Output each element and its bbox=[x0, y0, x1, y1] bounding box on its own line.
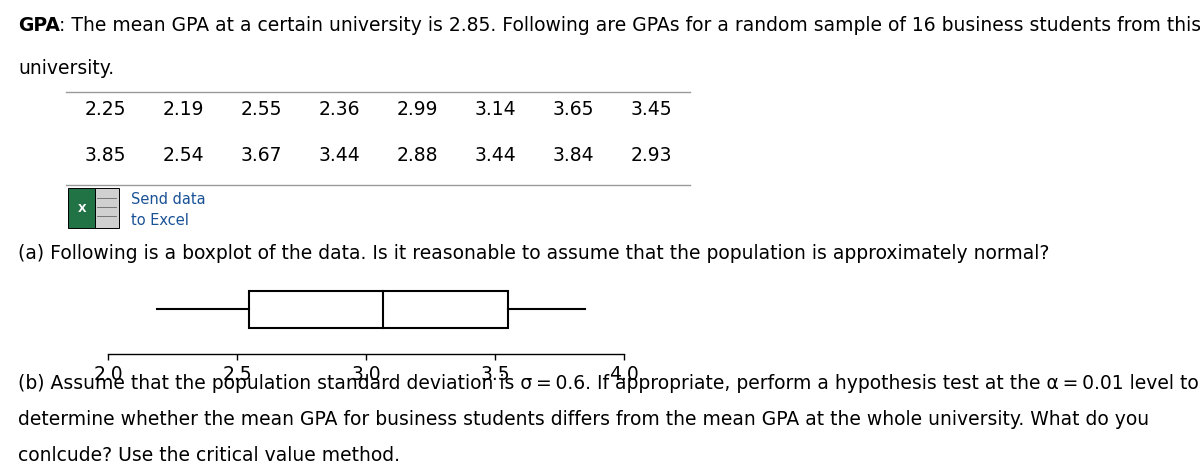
Bar bbox=[68, 189, 95, 228]
Text: university.: university. bbox=[18, 59, 114, 78]
Text: : The mean GPA at a certain university is 2.85. Following are GPAs for a random : : The mean GPA at a certain university i… bbox=[59, 16, 1200, 35]
Text: 3.67: 3.67 bbox=[240, 146, 282, 165]
Text: Send data: Send data bbox=[131, 191, 205, 206]
Text: to Excel: to Excel bbox=[131, 212, 188, 227]
Text: X: X bbox=[77, 204, 86, 213]
Text: 2.93: 2.93 bbox=[630, 146, 672, 165]
Text: 3.45: 3.45 bbox=[630, 100, 672, 119]
Text: 3.44: 3.44 bbox=[318, 146, 360, 165]
Text: conlcude? Use the critical value method.: conlcude? Use the critical value method. bbox=[18, 445, 400, 463]
Text: 2.19: 2.19 bbox=[162, 100, 204, 119]
Text: (b) Assume that the population standard deviation is σ = 0.6. If appropriate, pe: (b) Assume that the population standard … bbox=[18, 373, 1199, 392]
Text: 3.84: 3.84 bbox=[552, 146, 594, 165]
Text: 2.55: 2.55 bbox=[240, 100, 282, 119]
Text: determine whether the mean GPA for business students differs from the mean GPA a: determine whether the mean GPA for busin… bbox=[18, 409, 1150, 428]
Text: 3.65: 3.65 bbox=[552, 100, 594, 119]
Bar bbox=[95, 189, 119, 228]
Text: (a) Following is a boxplot of the data. Is it reasonable to assume that the popu: (a) Following is a boxplot of the data. … bbox=[18, 243, 1049, 262]
Text: 3.44: 3.44 bbox=[474, 146, 516, 165]
Text: 2.36: 2.36 bbox=[318, 100, 360, 119]
Bar bbox=[248, 291, 508, 328]
Text: 3.14: 3.14 bbox=[474, 100, 516, 119]
Text: 2.54: 2.54 bbox=[162, 146, 204, 165]
Text: 2.88: 2.88 bbox=[396, 146, 438, 165]
Text: 2.99: 2.99 bbox=[396, 100, 438, 119]
Text: 3.85: 3.85 bbox=[84, 146, 126, 165]
Text: GPA: GPA bbox=[18, 16, 60, 35]
Text: 2.25: 2.25 bbox=[84, 100, 126, 119]
